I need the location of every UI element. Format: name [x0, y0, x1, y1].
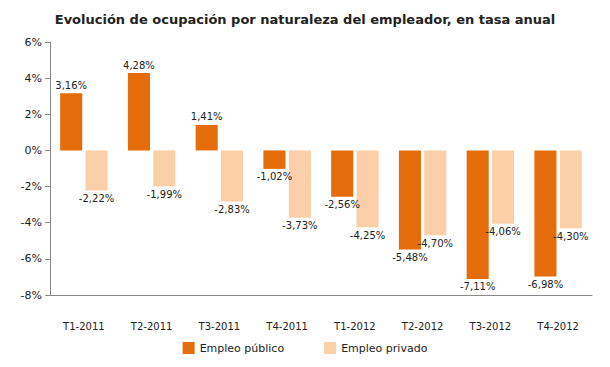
svg-text:T4-2012: T4-2012 — [536, 321, 579, 332]
svg-text:T3-2012: T3-2012 — [469, 321, 512, 332]
svg-text:-4,06%: -4,06% — [485, 226, 520, 237]
svg-text:6%: 6% — [25, 36, 42, 49]
svg-text:-6%: -6% — [21, 252, 42, 265]
svg-text:T1-2011: T1-2011 — [62, 321, 105, 332]
svg-text:Empleo privado: Empleo privado — [341, 342, 427, 355]
svg-text:Evolución de ocupación por nat: Evolución de ocupación por naturaleza de… — [55, 12, 556, 27]
svg-text:3,16%: 3,16% — [55, 80, 87, 91]
svg-text:-1,02%: -1,02% — [257, 171, 292, 182]
svg-text:-4,70%: -4,70% — [418, 238, 453, 249]
svg-text:T2-2012: T2-2012 — [401, 321, 444, 332]
svg-text:T3-2011: T3-2011 — [198, 321, 241, 332]
svg-text:Empleo público: Empleo público — [200, 342, 285, 355]
svg-text:T4-2011: T4-2011 — [265, 321, 308, 332]
svg-text:-3,73%: -3,73% — [282, 220, 317, 231]
svg-text:4,28%: 4,28% — [123, 60, 155, 71]
svg-text:-6,98%: -6,98% — [528, 279, 563, 290]
svg-text:-4,25%: -4,25% — [350, 230, 385, 241]
svg-text:0%: 0% — [25, 144, 42, 157]
svg-text:-1,99%: -1,99% — [147, 189, 182, 200]
svg-text:-7,11%: -7,11% — [460, 281, 495, 292]
svg-text:-2,56%: -2,56% — [324, 199, 359, 210]
svg-text:-4%: -4% — [21, 216, 42, 229]
svg-text:-4,30%: -4,30% — [553, 231, 588, 242]
svg-text:-8%: -8% — [21, 289, 42, 302]
svg-text:T1-2012: T1-2012 — [333, 321, 376, 332]
svg-text:-2,83%: -2,83% — [214, 204, 249, 215]
svg-text:-2%: -2% — [21, 180, 42, 193]
svg-text:2%: 2% — [25, 108, 42, 121]
svg-text:-2,22%: -2,22% — [79, 193, 114, 204]
svg-text:4%: 4% — [25, 72, 42, 85]
svg-text:T2-2011: T2-2011 — [130, 321, 173, 332]
svg-text:1,41%: 1,41% — [191, 111, 223, 122]
svg-text:-5,48%: -5,48% — [392, 252, 427, 263]
